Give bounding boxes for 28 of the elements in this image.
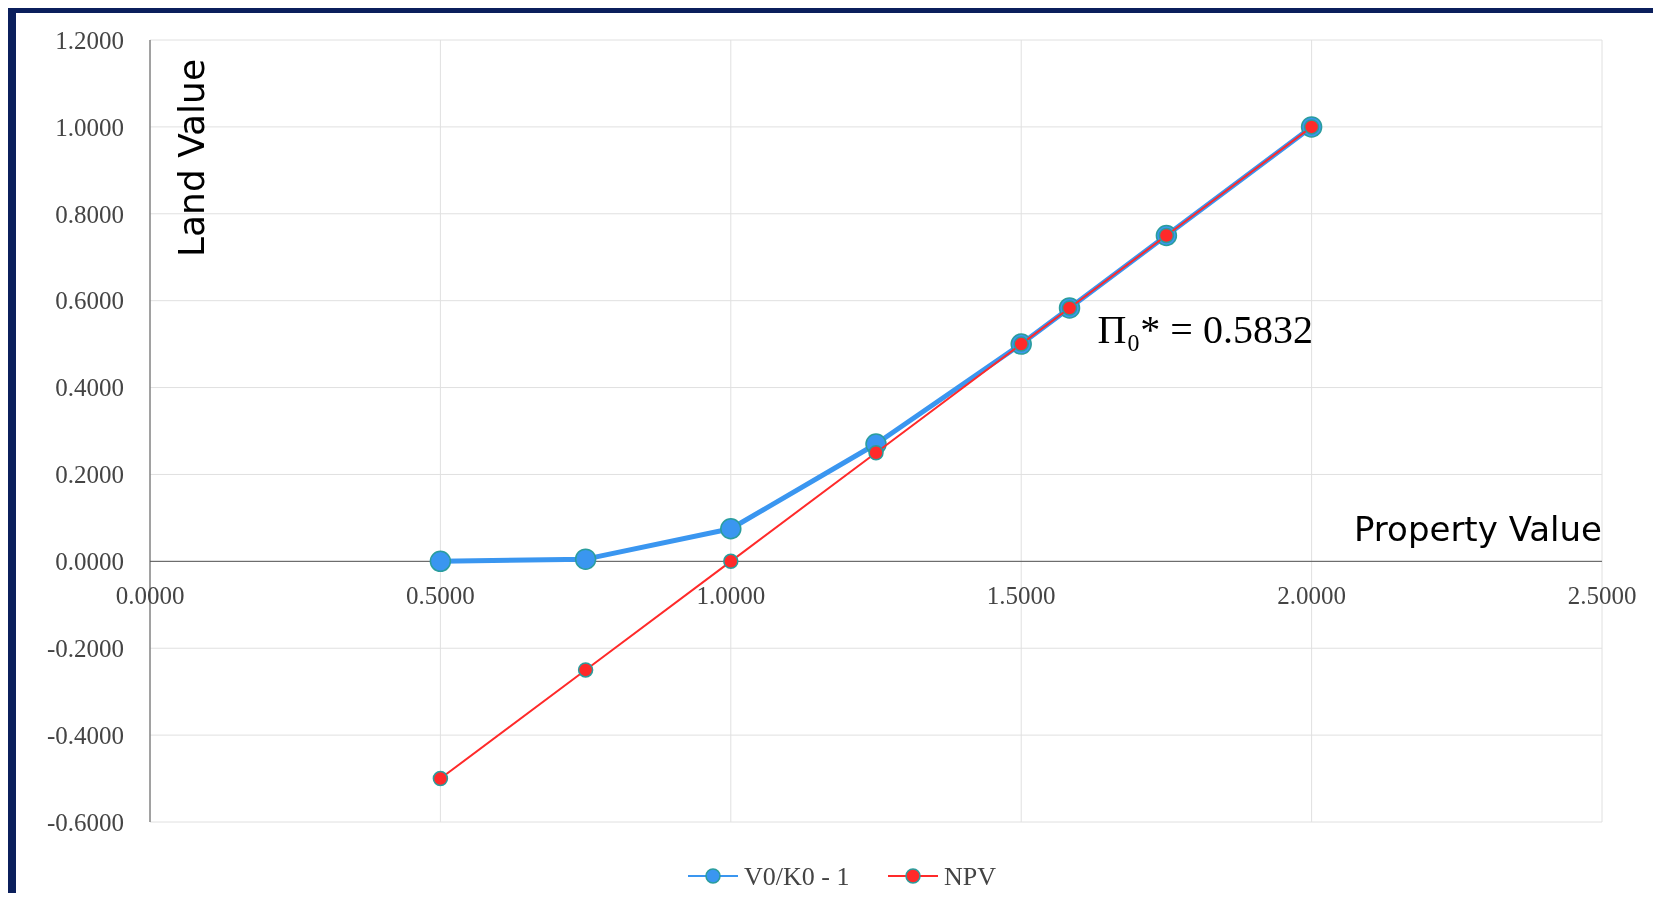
y-tick-label: 1.2000 bbox=[55, 26, 124, 54]
y-tick-label: 0.2000 bbox=[55, 461, 124, 489]
x-tick-label: 2.0000 bbox=[1277, 582, 1346, 610]
point bbox=[577, 662, 594, 678]
x-axis-title: Property Value bbox=[1353, 509, 1602, 550]
y-tick-label: 0.0000 bbox=[55, 548, 124, 576]
legend-label: NPV bbox=[944, 862, 997, 892]
x-tick-label: 1.5000 bbox=[986, 582, 1056, 610]
point bbox=[868, 444, 884, 461]
point bbox=[429, 550, 452, 573]
point bbox=[723, 553, 739, 570]
y-tick-label: 0.6000 bbox=[55, 287, 124, 315]
point bbox=[720, 518, 742, 540]
x-tick-label: 0.0000 bbox=[115, 582, 185, 610]
y-tick-label: 1.0000 bbox=[55, 113, 124, 141]
x-tick-label: 0.5000 bbox=[406, 582, 475, 610]
legend-label: V0/K0 - 1 bbox=[744, 862, 850, 892]
y-axis-title: Land Value bbox=[171, 58, 212, 258]
x-tick-label: 1.0000 bbox=[696, 582, 766, 610]
annotation: Π₀* = 0.5832 bbox=[1097, 306, 1313, 352]
y-tick-label: 0.8000 bbox=[55, 200, 124, 228]
point bbox=[432, 770, 449, 787]
point bbox=[574, 548, 597, 570]
y-tick-label: 0.4000 bbox=[55, 374, 124, 402]
y-tick-label: -0.2000 bbox=[46, 634, 124, 662]
y-tick-label: -0.6000 bbox=[46, 808, 124, 836]
y-tick-label: -0.4000 bbox=[46, 721, 124, 749]
x-tick-label: 2.5000 bbox=[1567, 582, 1637, 610]
